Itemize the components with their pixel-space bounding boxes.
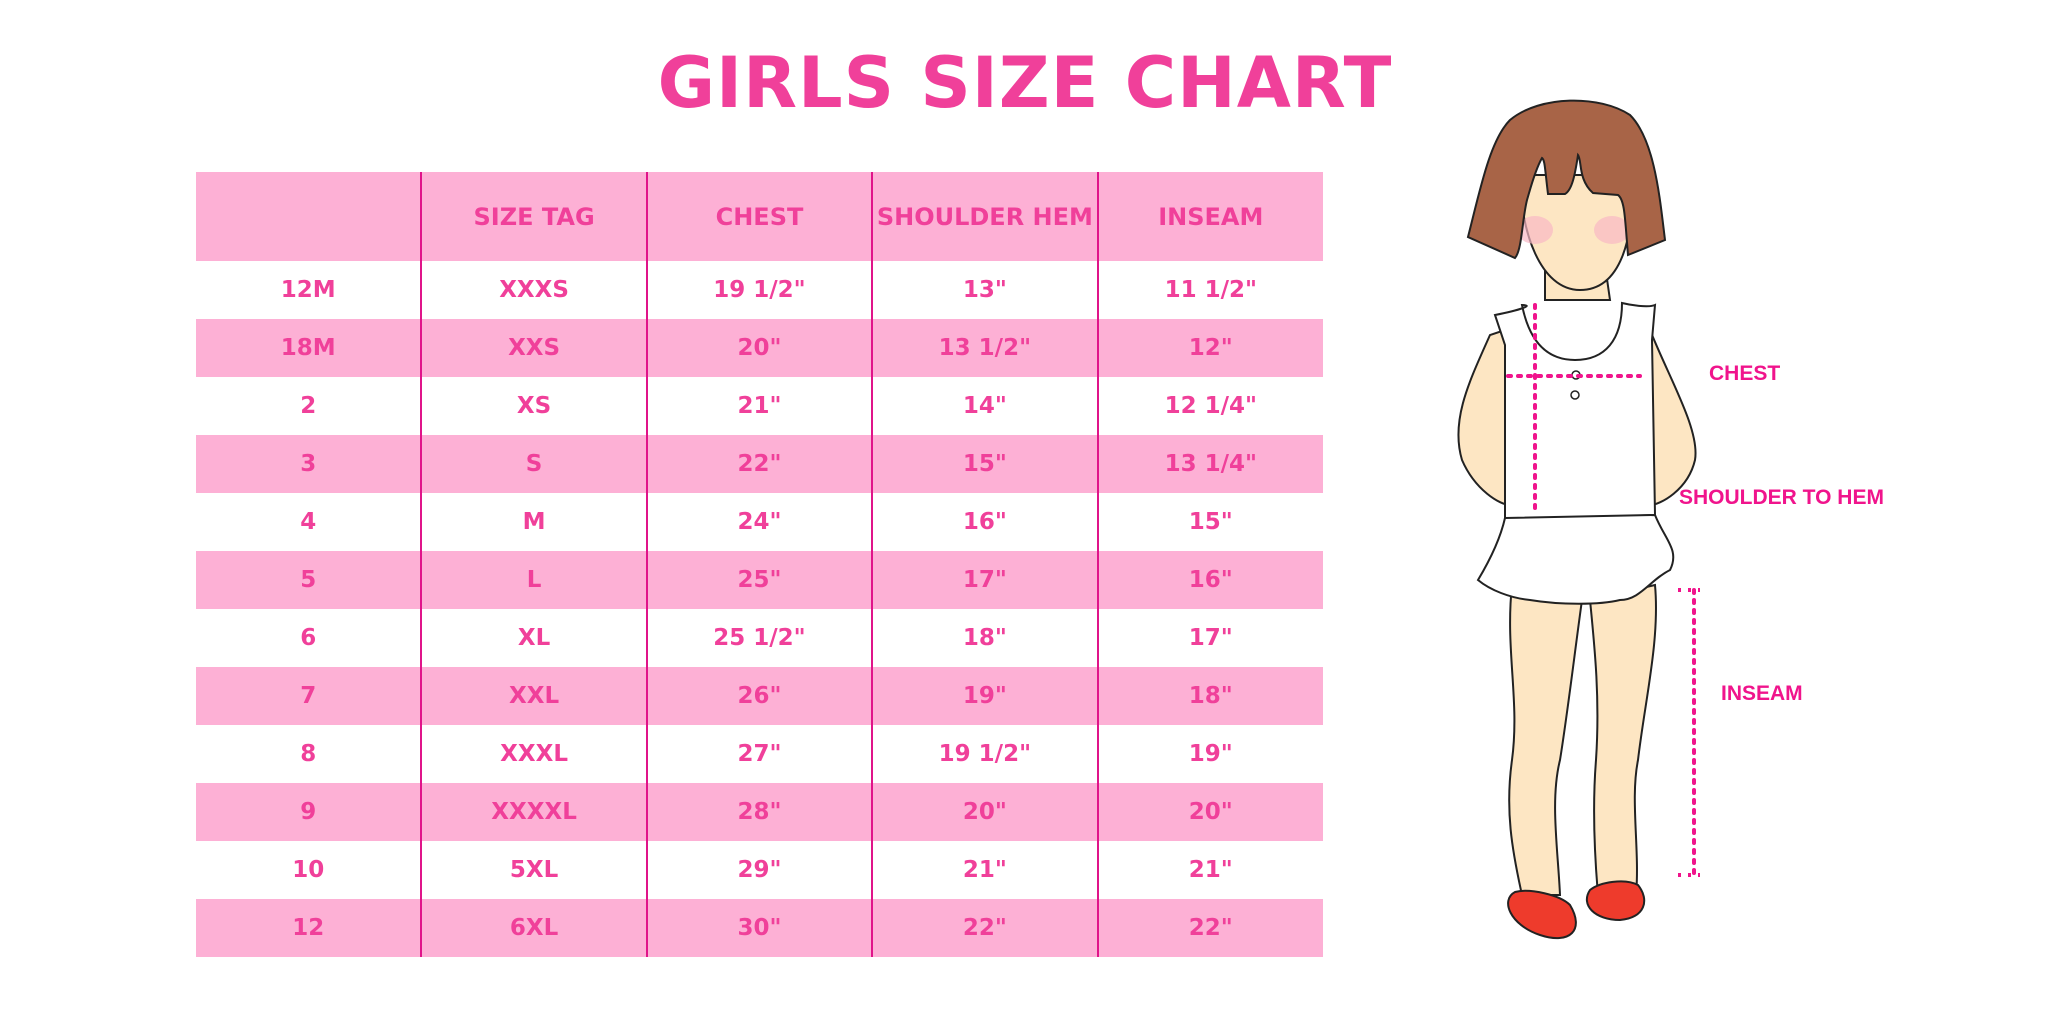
table-cell: 29" [645, 841, 873, 899]
table-cell: 18M [196, 319, 422, 377]
table-row: 5 L 25" 17" 16" [196, 551, 1323, 609]
table-cell: 19" [871, 667, 1098, 725]
table-row: 2 XS 21" 14" 12 1/4" [196, 377, 1323, 435]
table-cell: 12 [196, 899, 422, 957]
column-header: SHOULDER HEM [871, 172, 1098, 261]
table-cell: 22" [1096, 899, 1323, 957]
column-header: CHEST [645, 172, 873, 261]
table-cell: 12 1/4" [1096, 377, 1323, 435]
column-header: SIZE TAG [420, 172, 647, 261]
table-cell: 12" [1096, 319, 1323, 377]
table-cell: 14" [871, 377, 1098, 435]
table-cell: XXXS [420, 261, 647, 319]
table-header-row: SIZE TAG CHEST SHOULDER HEM INSEAM [196, 172, 1323, 261]
table-cell: XS [420, 377, 647, 435]
column-header [196, 172, 422, 261]
table-cell: XXL [420, 667, 647, 725]
table-cell: 25" [645, 551, 873, 609]
table-cell: 20" [871, 783, 1098, 841]
table-cell: 17" [871, 551, 1098, 609]
table-cell: XL [420, 609, 647, 667]
table-row: 12M XXXS 19 1/2" 13" 11 1/2" [196, 261, 1323, 319]
table-row: 9 XXXXL 28" 20" 20" [196, 783, 1323, 841]
table-row: 7 XXL 26" 19" 18" [196, 667, 1323, 725]
table-cell: 9 [196, 783, 422, 841]
table-cell: S [420, 435, 647, 493]
table-cell: XXS [420, 319, 647, 377]
table-cell: 27" [645, 725, 873, 783]
size-table: SIZE TAG CHEST SHOULDER HEM INSEAM 12M XXXS 1… [196, 172, 1323, 957]
table-cell: 18" [1096, 667, 1323, 725]
table-cell: 21" [871, 841, 1098, 899]
table-cell: 6 [300, 625, 317, 651]
table-cell: 30" [645, 899, 873, 957]
table-cell: 26" [645, 667, 873, 725]
table-cell: 6XL [420, 899, 647, 957]
table-cell: 4 [300, 509, 317, 535]
table-cell: XXXXL [420, 783, 647, 841]
inseam-label: INSEAM [1721, 682, 1803, 705]
shoe-icon [1507, 889, 1577, 940]
table-cell: 17" [1096, 609, 1323, 667]
table-row: 10 5XL 29" 21" 21" [196, 841, 1323, 899]
table-cell: 15" [871, 435, 1098, 493]
table-cell: 11 1/2" [1096, 261, 1323, 319]
table-cell: 5XL [420, 841, 647, 899]
table-cell: M [420, 493, 647, 551]
table-cell: 22" [645, 435, 873, 493]
table-cell: 2 [300, 393, 317, 419]
table-cell: 20" [645, 319, 873, 377]
table-cell: 19" [1096, 725, 1323, 783]
table-row: 12 6XL 30" 22" 22" [196, 899, 1323, 957]
table-cell: 24" [645, 493, 873, 551]
table-cell: 7 [196, 667, 422, 725]
table-cell: 12M [280, 277, 336, 303]
table-cell: 5 [196, 551, 422, 609]
table-cell: 22" [871, 899, 1098, 957]
table-cell: 16" [1096, 551, 1323, 609]
table-cell: 13 1/4" [1096, 435, 1323, 493]
table-cell: 19 1/2" [871, 725, 1098, 783]
table-cell: 21" [645, 377, 873, 435]
shoulder-to-hem-label: SHOULDER TO HEM [1679, 486, 1884, 509]
table-cell: XXXL [420, 725, 647, 783]
table-cell: 16" [871, 493, 1098, 551]
table-row: 6 XL 25 1/2" 18" 17" [196, 609, 1323, 667]
table-cell: 21" [1096, 841, 1323, 899]
column-header: INSEAM [1096, 172, 1323, 261]
chest-label: CHEST [1709, 362, 1781, 385]
table-row: 8 XXXL 27" 19 1/2" 19" [196, 725, 1323, 783]
table-cell: 19 1/2" [645, 261, 873, 319]
table-cell: L [420, 551, 647, 609]
table-cell: 28" [645, 783, 873, 841]
table-row: 4 M 24" 16" 15" [196, 493, 1323, 551]
table-cell: 13 1/2" [871, 319, 1098, 377]
page-title: GIRLS SIZE CHART [657, 42, 1393, 124]
table-cell: 3 [196, 435, 422, 493]
table-cell: 15" [1096, 493, 1323, 551]
table-cell: 18" [871, 609, 1098, 667]
table-row: 18M XXS 20" 13 1/2" 12" [196, 319, 1323, 377]
table-cell: 8 [300, 741, 317, 767]
shoe-icon [1585, 880, 1646, 922]
table-cell: 25 1/2" [645, 609, 873, 667]
table-cell: 10 [292, 857, 325, 883]
table-row: 3 S 22" 15" 13 1/4" [196, 435, 1323, 493]
table-cell: 13" [871, 261, 1098, 319]
table-cell: 20" [1096, 783, 1323, 841]
